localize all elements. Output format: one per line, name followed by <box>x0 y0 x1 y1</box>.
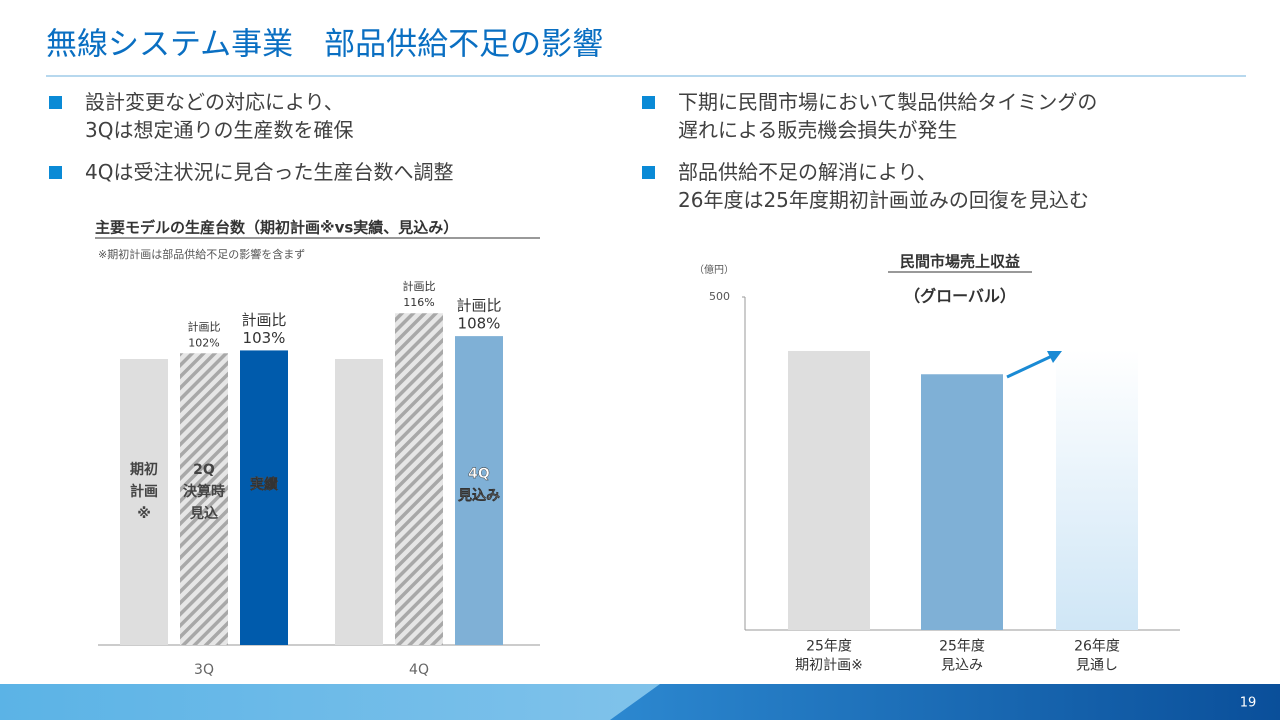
x-tick-label: 25年度見込み <box>939 639 985 674</box>
page-number: 19 <box>1240 696 1257 711</box>
x-tick-label: 25年度期初計画※ <box>795 639 863 674</box>
bar <box>1056 349 1138 630</box>
bullet-marker <box>49 96 62 109</box>
trend-arrowhead <box>1047 351 1062 363</box>
trend-arrow <box>1006 354 1053 379</box>
value-label: 108% <box>458 315 501 333</box>
x-tick-label: 3Q <box>194 662 214 678</box>
bar-label: 2Q 決算時見込 <box>183 462 225 522</box>
bar <box>335 359 383 645</box>
bullet-marker <box>642 166 655 179</box>
ratio-prefix: 計画比 <box>241 311 286 329</box>
chart-title: 民間市場売上収益 <box>900 253 1020 271</box>
bar <box>120 359 168 645</box>
bar-label: 4Q 見込み <box>457 466 500 504</box>
chart-subtitle: （グローバル） <box>904 287 1016 306</box>
ratio-prefix: 計画比 <box>456 297 501 315</box>
bar <box>921 374 1003 630</box>
x-tick-label: 26年度見通し <box>1074 639 1120 674</box>
x-tick-label: 4Q <box>409 662 429 678</box>
bar <box>788 350 870 630</box>
bar <box>455 336 503 645</box>
bar <box>240 350 288 645</box>
bar <box>395 313 443 645</box>
value-label: 102% <box>188 336 219 349</box>
bar-label: 実績 <box>250 476 278 493</box>
ratio-prefix: 計画比 <box>403 279 436 293</box>
bullet-marker <box>642 96 655 109</box>
value-label: 116% <box>403 296 434 309</box>
y-tick-label: 500 <box>709 290 730 303</box>
bar <box>180 353 228 645</box>
value-label: 103% <box>243 329 286 347</box>
bullet-text: 4Qは受注状況に見合った生産台数へ調整 <box>85 160 453 184</box>
bullet-text: 設計変更などの対応により、 3Qは想定通りの生産数を確保 <box>85 90 353 142</box>
bar-label: 期初計画※ <box>130 461 158 522</box>
ratio-prefix: 計画比 <box>188 319 221 333</box>
chart-title: 主要モデルの生産台数（期初計画※vs実績、見込み） <box>95 219 458 237</box>
bullet-text: 部品供給不足の解消により、 26年度は25年度期初計画並みの回復を見込む <box>678 160 1089 212</box>
chart-note: ※期初計画は部品供給不足の影響を含まず <box>98 247 305 261</box>
slide-title: 無線システム事業 部品供給不足の影響 <box>46 27 603 63</box>
bullet-marker <box>49 166 62 179</box>
footer-accent <box>610 684 1280 720</box>
axis-unit: （億円） <box>694 263 734 276</box>
bullet-text: 下期に民間市場において製品供給タイミングの遅れによる販売機会損失が発生 <box>678 90 1097 142</box>
